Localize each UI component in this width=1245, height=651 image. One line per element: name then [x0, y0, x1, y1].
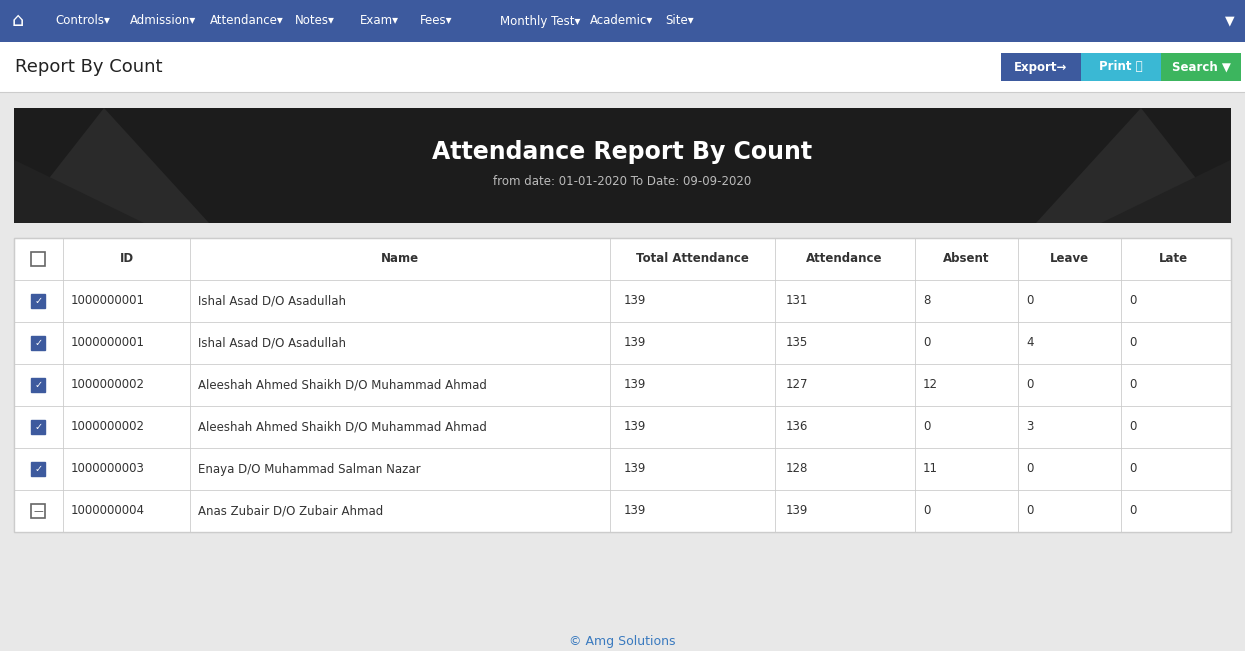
Text: Aleeshah Ahmed Shaikh D/O Muhammad Ahmad: Aleeshah Ahmed Shaikh D/O Muhammad Ahmad: [198, 378, 487, 391]
Text: Site▾: Site▾: [665, 14, 693, 27]
Text: from date: 01-01-2020 To Date: 09-09-2020: from date: 01-01-2020 To Date: 09-09-202…: [493, 175, 752, 188]
Text: 1000000001: 1000000001: [71, 294, 144, 307]
Text: 139: 139: [624, 378, 646, 391]
Text: Print 🖨: Print 🖨: [1099, 61, 1143, 74]
Text: 3: 3: [1026, 421, 1033, 434]
FancyBboxPatch shape: [31, 252, 45, 266]
FancyBboxPatch shape: [0, 92, 1245, 115]
Text: © Amg Solutions: © Amg Solutions: [569, 635, 676, 648]
Text: 127: 127: [786, 378, 808, 391]
Text: 0: 0: [1129, 378, 1137, 391]
Text: Anas Zubair D/O Zubair Ahmad: Anas Zubair D/O Zubair Ahmad: [198, 505, 383, 518]
Text: 8: 8: [923, 294, 930, 307]
Text: Aleeshah Ahmed Shaikh D/O Muhammad Ahmad: Aleeshah Ahmed Shaikh D/O Muhammad Ahmad: [198, 421, 487, 434]
Text: 139: 139: [624, 421, 646, 434]
Text: ▼: ▼: [1225, 14, 1235, 27]
Text: Attendance: Attendance: [807, 253, 883, 266]
FancyBboxPatch shape: [14, 364, 1231, 406]
Text: Late: Late: [1159, 253, 1188, 266]
Text: 11: 11: [923, 462, 937, 475]
Polygon shape: [14, 108, 209, 223]
Text: 1000000002: 1000000002: [71, 421, 144, 434]
Text: 0: 0: [1026, 505, 1033, 518]
FancyBboxPatch shape: [14, 490, 1231, 532]
Text: 1000000004: 1000000004: [71, 505, 144, 518]
Text: Ishal Asad D/O Asadullah: Ishal Asad D/O Asadullah: [198, 294, 346, 307]
Text: Notes▾: Notes▾: [295, 14, 335, 27]
Text: 136: 136: [786, 421, 808, 434]
Text: 139: 139: [624, 505, 646, 518]
Text: Absent: Absent: [942, 253, 990, 266]
FancyBboxPatch shape: [31, 378, 45, 392]
Text: Attendance Report By Count: Attendance Report By Count: [432, 139, 813, 163]
Text: Exam▾: Exam▾: [360, 14, 398, 27]
Text: 1000000001: 1000000001: [71, 337, 144, 350]
Text: 1000000002: 1000000002: [71, 378, 144, 391]
Text: Search ▼: Search ▼: [1172, 61, 1230, 74]
Text: 0: 0: [1026, 378, 1033, 391]
Text: ✓: ✓: [35, 338, 42, 348]
FancyBboxPatch shape: [31, 336, 45, 350]
Text: Enaya D/O Muhammad Salman Nazar: Enaya D/O Muhammad Salman Nazar: [198, 462, 421, 475]
Text: 0: 0: [1026, 294, 1033, 307]
FancyBboxPatch shape: [31, 504, 45, 518]
Text: 0: 0: [1129, 294, 1137, 307]
Text: 0: 0: [923, 337, 930, 350]
FancyBboxPatch shape: [14, 448, 1231, 490]
Text: 0: 0: [1129, 337, 1137, 350]
Text: Leave: Leave: [1051, 253, 1089, 266]
FancyBboxPatch shape: [14, 322, 1231, 364]
Text: 0: 0: [923, 421, 930, 434]
Text: ✓: ✓: [35, 464, 42, 474]
Text: ID: ID: [120, 253, 133, 266]
FancyBboxPatch shape: [1162, 53, 1241, 81]
Text: Admission▾: Admission▾: [129, 14, 197, 27]
Text: 0: 0: [1129, 421, 1137, 434]
Text: 135: 135: [786, 337, 808, 350]
Text: 0: 0: [1026, 462, 1033, 475]
Text: 0: 0: [923, 505, 930, 518]
Text: 139: 139: [624, 294, 646, 307]
Text: ✓: ✓: [35, 380, 42, 390]
Text: 128: 128: [786, 462, 808, 475]
Text: ⌂: ⌂: [11, 12, 24, 31]
FancyBboxPatch shape: [1001, 53, 1081, 81]
Text: 1000000003: 1000000003: [71, 462, 144, 475]
Text: Monthly Test▾: Monthly Test▾: [500, 14, 580, 27]
Text: Total Attendance: Total Attendance: [636, 253, 749, 266]
Text: ✓: ✓: [35, 422, 42, 432]
Polygon shape: [1101, 159, 1231, 223]
FancyBboxPatch shape: [0, 0, 1245, 42]
Text: —: —: [34, 506, 44, 516]
FancyBboxPatch shape: [14, 108, 1231, 223]
FancyBboxPatch shape: [14, 238, 1231, 532]
FancyBboxPatch shape: [14, 406, 1231, 448]
Polygon shape: [1036, 108, 1231, 223]
Text: Name: Name: [381, 253, 420, 266]
FancyBboxPatch shape: [0, 42, 1245, 92]
Text: 139: 139: [786, 505, 808, 518]
Text: 4: 4: [1026, 337, 1033, 350]
Text: 12: 12: [923, 378, 937, 391]
Text: Export→: Export→: [1015, 61, 1068, 74]
FancyBboxPatch shape: [31, 420, 45, 434]
Text: Academic▾: Academic▾: [590, 14, 654, 27]
FancyBboxPatch shape: [14, 280, 1231, 322]
Text: 139: 139: [624, 462, 646, 475]
FancyBboxPatch shape: [1081, 53, 1162, 81]
Text: 131: 131: [786, 294, 808, 307]
Text: Controls▾: Controls▾: [55, 14, 110, 27]
Text: Attendance▾: Attendance▾: [210, 14, 284, 27]
FancyBboxPatch shape: [31, 462, 45, 476]
Text: 139: 139: [624, 337, 646, 350]
Text: Report By Count: Report By Count: [15, 58, 163, 76]
Text: 0: 0: [1129, 462, 1137, 475]
Text: Fees▾: Fees▾: [420, 14, 452, 27]
Text: Ishal Asad D/O Asadullah: Ishal Asad D/O Asadullah: [198, 337, 346, 350]
FancyBboxPatch shape: [31, 294, 45, 308]
Text: 0: 0: [1129, 505, 1137, 518]
Text: ✓: ✓: [35, 296, 42, 306]
Polygon shape: [14, 159, 144, 223]
